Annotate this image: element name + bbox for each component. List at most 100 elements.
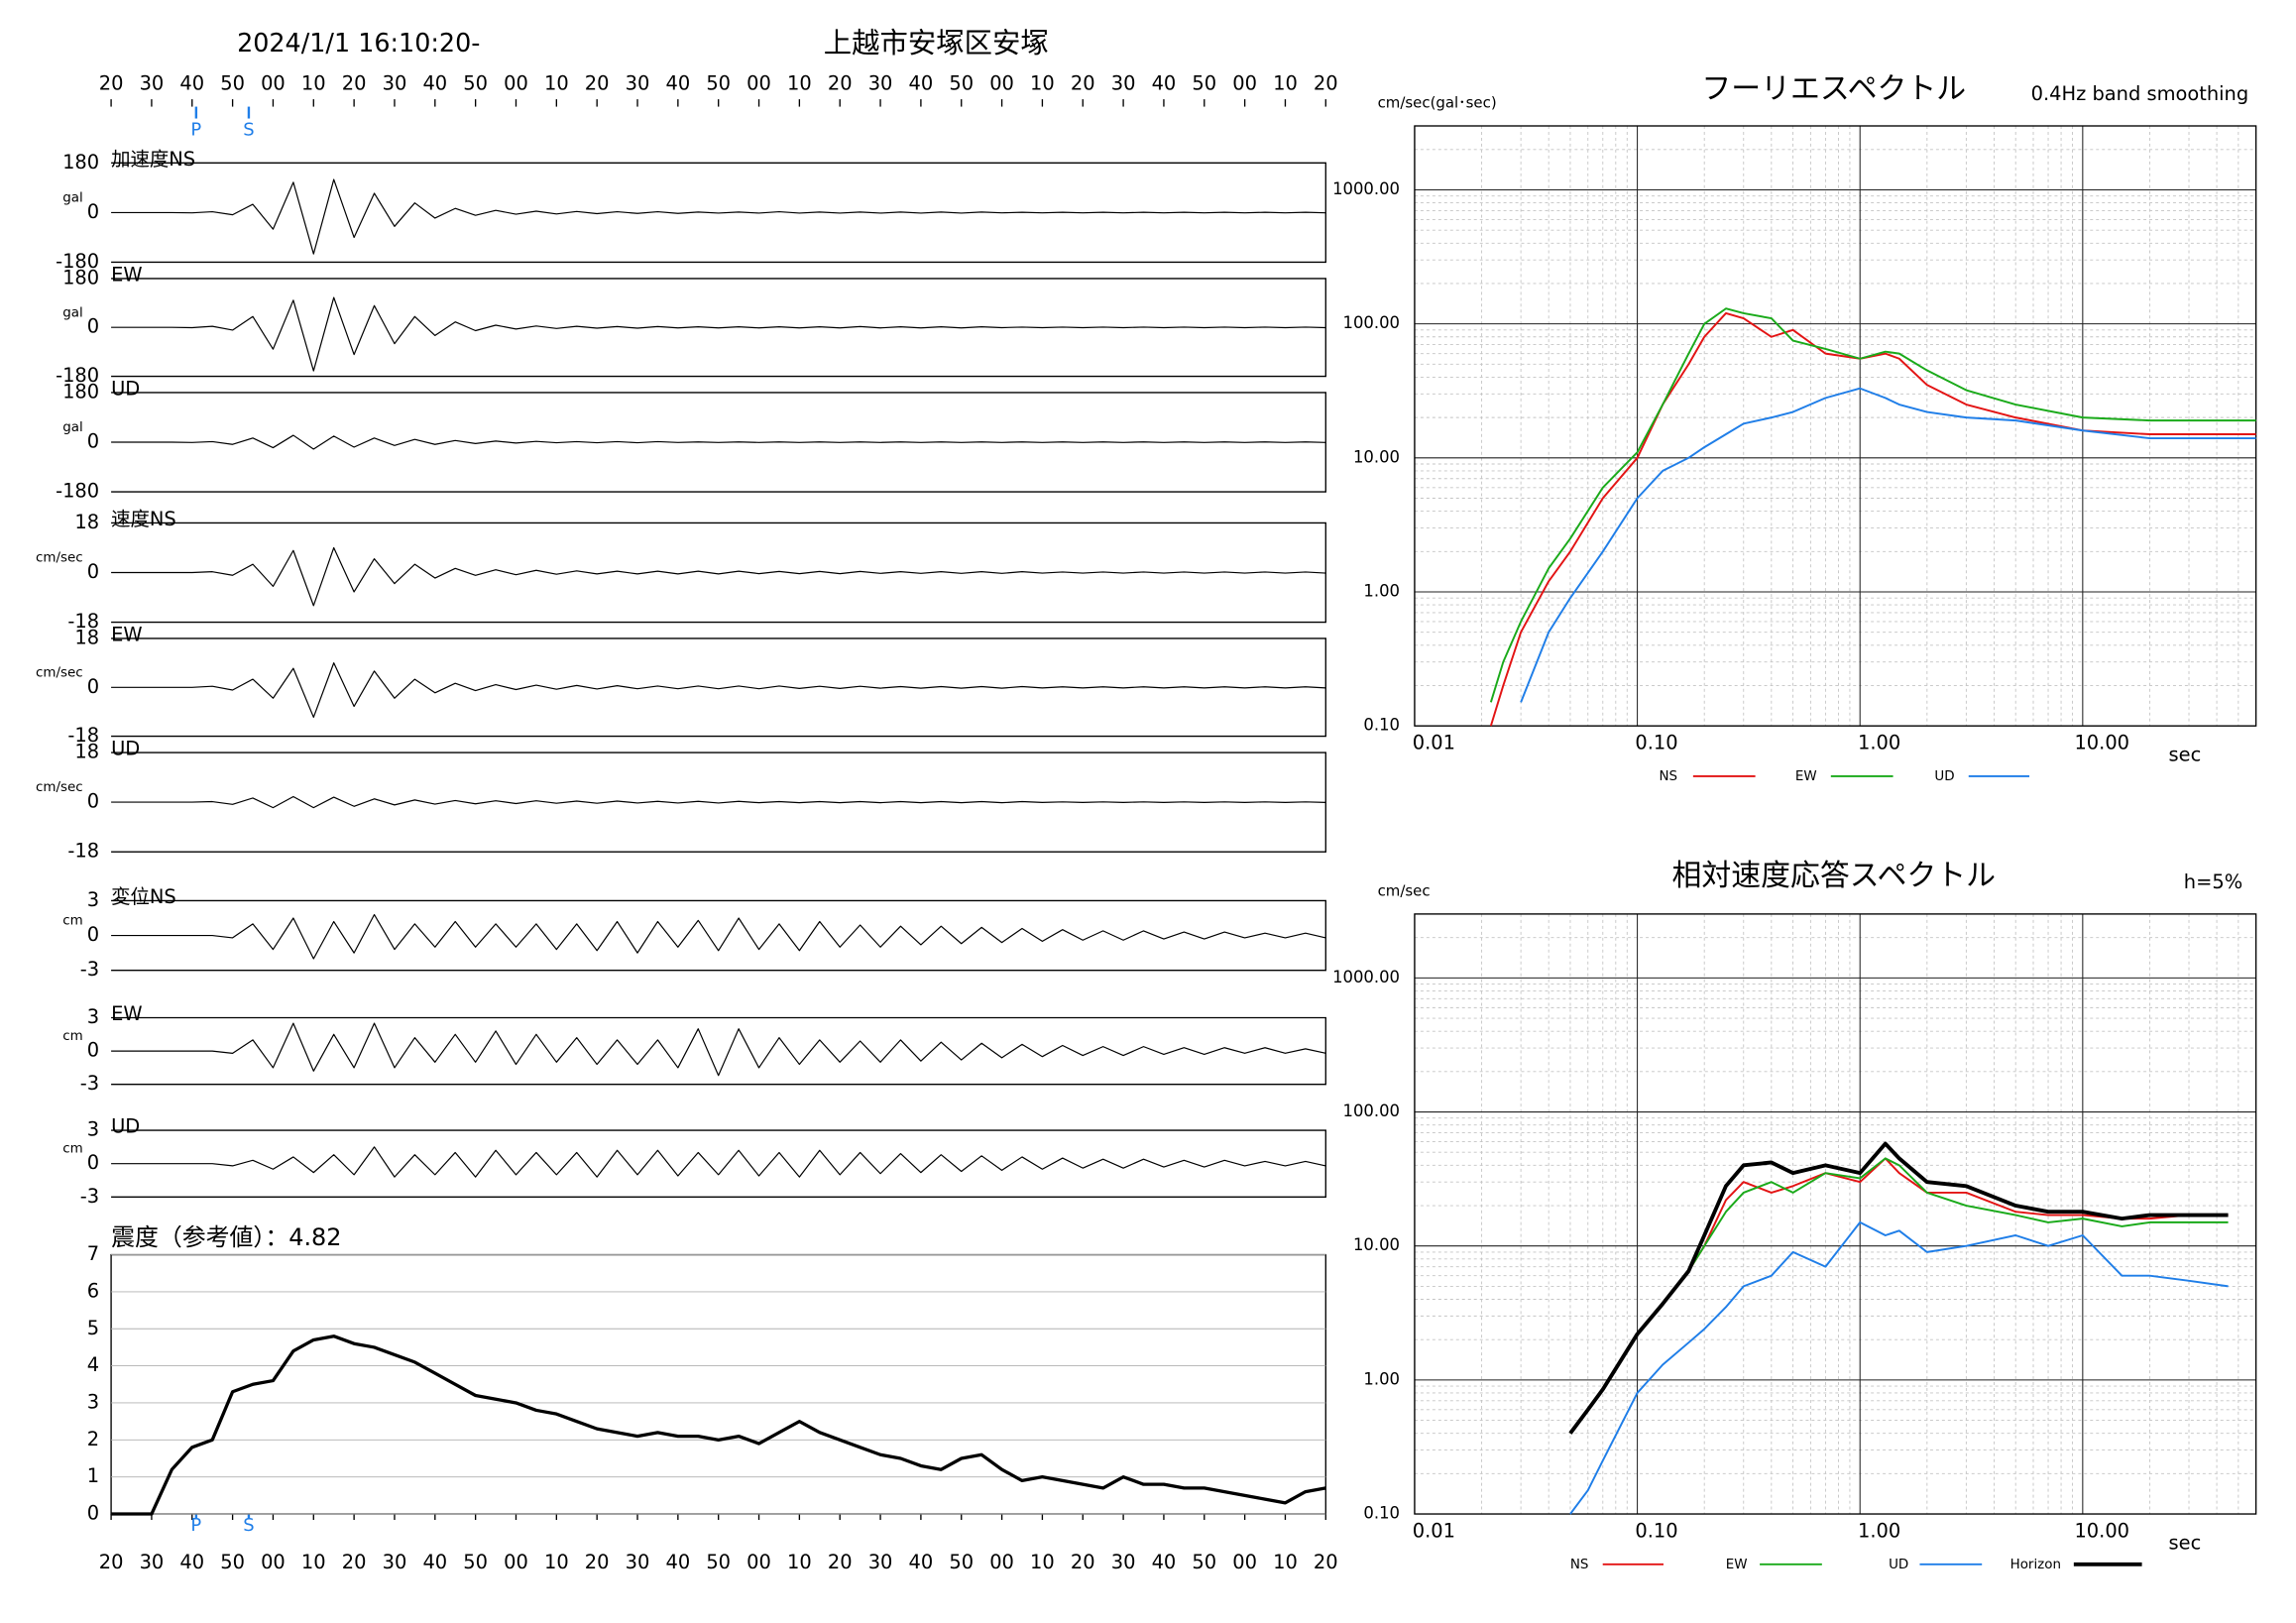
time-tick-label: 20 — [585, 1551, 610, 1573]
legend-label: Horizon — [2010, 1558, 2061, 1572]
time-tick-label: 50 — [706, 1551, 731, 1573]
y-tick-label: 18 — [74, 626, 99, 648]
unit-label: gal — [62, 305, 82, 320]
time-tick-label: 20 — [342, 72, 367, 95]
time-tick-label: 50 — [463, 72, 488, 95]
panel-label: EW — [111, 1002, 142, 1025]
legend-label: UD — [1934, 769, 1954, 784]
unit-label: gal — [62, 420, 82, 435]
waveform — [111, 296, 1326, 372]
time-tick-label: 30 — [140, 72, 165, 95]
spectrum-line — [1568, 1141, 2229, 1435]
time-tick-label: 10 — [544, 1551, 569, 1573]
y-tick-label: -180 — [56, 364, 99, 387]
y-tick-label: 1000.00 — [1332, 968, 1400, 986]
unit-label: cm/sec — [36, 551, 83, 566]
time-tick-label: 40 — [909, 1551, 934, 1573]
unit-label: gal — [62, 190, 82, 205]
time-tick-label: 40 — [179, 72, 204, 95]
unit-label: cm — [62, 914, 82, 929]
y-tick-label: 1.00 — [1363, 581, 1400, 600]
waveform — [111, 434, 1326, 450]
chart-subtitle: 0.4Hz band smoothing — [2031, 82, 2249, 105]
time-tick-label: 00 — [989, 72, 1014, 95]
time-tick-label: 30 — [1111, 72, 1136, 95]
panel-frame — [111, 1016, 1326, 1086]
time-tick-label: 50 — [949, 72, 974, 95]
phase-label: S — [243, 1515, 254, 1536]
time-tick-label: 00 — [989, 1551, 1014, 1573]
panel-label: 加速度NS — [111, 148, 195, 171]
phase-label: P — [190, 1515, 201, 1536]
y-tick-label: 0 — [87, 560, 99, 583]
time-tick-label: 20 — [342, 1551, 367, 1573]
time-tick-label: 40 — [1152, 72, 1177, 95]
legend-label: EW — [1795, 769, 1817, 784]
time-tick-label: 20 — [1314, 1551, 1338, 1573]
y-tick-label: -3 — [80, 1185, 99, 1208]
waveform — [111, 1022, 1326, 1077]
y-tick-label: 3 — [87, 1005, 99, 1028]
time-tick-label: 00 — [746, 1551, 771, 1573]
panel-label: 速度NS — [111, 508, 176, 530]
time-tick-label: 00 — [1232, 1551, 1257, 1573]
panel-label: UD — [111, 377, 140, 400]
time-tick-label: 20 — [1071, 72, 1095, 95]
time-tick-label: 30 — [868, 1551, 893, 1573]
panel-label: EW — [111, 623, 142, 645]
waveform — [111, 1146, 1326, 1178]
time-tick-label: 20 — [585, 72, 610, 95]
y-tick-label: -3 — [80, 958, 99, 981]
y-tick-label: 18 — [74, 741, 99, 763]
plot-frame — [1414, 125, 2257, 727]
y-tick-label: 0 — [87, 923, 99, 946]
time-tick-label: 00 — [504, 72, 528, 95]
x-tick-label: 0.10 — [1635, 1519, 1677, 1542]
time-tick-label: 00 — [1232, 72, 1257, 95]
y-tick-label: -3 — [80, 1072, 99, 1095]
panel-label: 変位NS — [111, 885, 176, 908]
chart-title: 相対速度応答スペクトル — [1672, 859, 1997, 893]
time-tick-label: 50 — [949, 1551, 974, 1573]
time-tick-label: 00 — [746, 72, 771, 95]
y-axis-label: cm/sec(gal･sec) — [1378, 94, 1497, 112]
legend-label: NS — [1659, 769, 1677, 784]
time-tick-label: 20 — [99, 1551, 124, 1573]
waveform — [111, 913, 1326, 960]
y-tick-label: 0 — [87, 1502, 99, 1525]
time-tick-label: 50 — [220, 1551, 245, 1573]
y-tick-label: 10.00 — [1353, 1235, 1400, 1254]
time-tick-label: 10 — [544, 72, 569, 95]
time-tick-label: 50 — [706, 72, 731, 95]
panel-label: UD — [111, 1115, 140, 1138]
y-tick-label: 18 — [74, 511, 99, 533]
spectrum-line — [1489, 307, 2256, 703]
spectrum-line — [1520, 387, 2256, 703]
chart-subtitle: h=5% — [2184, 870, 2242, 893]
unit-label: cm/sec — [36, 780, 83, 795]
phase-label: P — [190, 119, 201, 140]
time-tick-label: 40 — [909, 72, 934, 95]
y-tick-label: 180 — [62, 151, 99, 174]
time-tick-label: 40 — [422, 1551, 447, 1573]
x-tick-label: 0.01 — [1413, 732, 1455, 754]
y-tick-label: 1.00 — [1363, 1369, 1400, 1388]
time-tick-label: 00 — [261, 1551, 286, 1573]
time-tick-label: 20 — [1314, 72, 1338, 95]
unit-label: cm/sec — [36, 665, 83, 680]
y-tick-label: 1000.00 — [1332, 179, 1400, 198]
chart-title: フーリエスペクトル — [1701, 72, 1966, 107]
panel-label: EW — [111, 263, 142, 286]
waveform — [111, 795, 1326, 809]
y-tick-label: 6 — [87, 1279, 99, 1302]
plot-frame — [1414, 913, 2257, 1515]
y-tick-label: 5 — [87, 1317, 99, 1339]
time-tick-label: 20 — [828, 1551, 853, 1573]
x-tick-label: 1.00 — [1858, 1519, 1900, 1542]
y-tick-label: 0 — [87, 790, 99, 813]
time-tick-label: 20 — [828, 72, 853, 95]
y-tick-label: 4 — [87, 1353, 99, 1376]
time-tick-label: 40 — [666, 1551, 691, 1573]
panel-frame — [111, 899, 1326, 972]
